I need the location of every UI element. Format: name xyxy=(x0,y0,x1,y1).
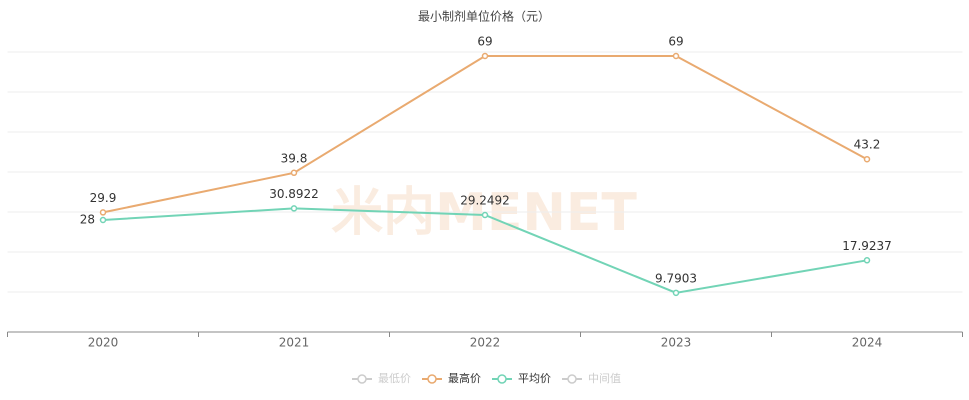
legend-marker xyxy=(427,374,437,384)
data-label: 29.9 xyxy=(90,191,117,205)
x-tick-label: 2024 xyxy=(852,336,883,350)
legend-label: 中间值 xyxy=(588,372,621,385)
data-label: 29.2492 xyxy=(460,194,510,208)
data-label: 69 xyxy=(668,35,683,49)
point xyxy=(481,211,489,219)
data-label: 28 xyxy=(80,213,95,227)
legend-label: 平均价 xyxy=(518,372,551,385)
point xyxy=(99,216,107,224)
x-tick-label: 2023 xyxy=(661,336,692,350)
data-label: 69 xyxy=(477,35,492,49)
data-label: 43.2 xyxy=(854,138,881,152)
data-label: 39.8 xyxy=(281,151,308,165)
point xyxy=(863,155,871,163)
point xyxy=(290,205,298,212)
point xyxy=(290,169,298,177)
data-label: 17.9237 xyxy=(842,239,892,253)
point xyxy=(672,52,680,60)
point xyxy=(481,52,489,60)
legend-marker xyxy=(357,374,367,384)
legend-label: 最低价 xyxy=(378,372,411,385)
chart-title: 最小制剂单位价格（元） xyxy=(418,9,550,24)
legend-marker xyxy=(567,374,577,384)
legend-label: 最高价 xyxy=(448,371,481,385)
point xyxy=(99,209,107,216)
x-tick-label: 2021 xyxy=(279,336,310,350)
data-label: 30.8922 xyxy=(269,187,319,201)
data-label: 9.7903 xyxy=(655,271,697,285)
x-tick-label: 2020 xyxy=(88,336,119,350)
point xyxy=(863,257,871,264)
legend-marker xyxy=(497,374,507,384)
x-tick-label: 2022 xyxy=(470,336,501,350)
point xyxy=(672,289,680,297)
